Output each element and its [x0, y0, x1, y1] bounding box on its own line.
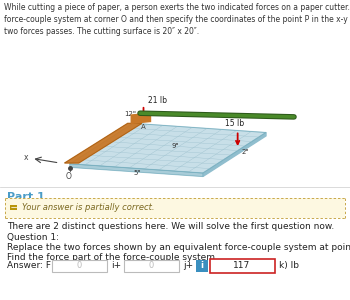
- Text: i: i: [201, 261, 203, 270]
- Text: A: A: [141, 124, 146, 130]
- Text: 117: 117: [233, 261, 251, 270]
- Text: Answer: F = (: Answer: F = (: [7, 261, 68, 270]
- Text: Part 1: Part 1: [7, 191, 45, 202]
- Text: 9": 9": [171, 143, 179, 149]
- Text: Your answer is partially correct.: Your answer is partially correct.: [22, 203, 154, 212]
- Text: While cutting a piece of paper, a person exerts the two indicated forces on a pa: While cutting a piece of paper, a person…: [4, 3, 350, 36]
- Text: There are 2 distinct questions here. We will solve the first question now.: There are 2 distinct questions here. We …: [7, 222, 334, 231]
- Text: 21 lb: 21 lb: [148, 95, 167, 104]
- Text: Question 1:: Question 1:: [7, 233, 59, 242]
- Polygon shape: [203, 133, 266, 176]
- Text: 2": 2": [242, 149, 249, 155]
- Text: O: O: [65, 172, 71, 182]
- Text: k) lb: k) lb: [279, 261, 299, 270]
- FancyBboxPatch shape: [52, 260, 107, 272]
- Text: 12": 12": [124, 111, 136, 117]
- FancyBboxPatch shape: [124, 260, 179, 272]
- FancyBboxPatch shape: [210, 259, 275, 273]
- FancyBboxPatch shape: [10, 205, 17, 210]
- Polygon shape: [70, 123, 266, 173]
- Text: 5": 5": [133, 170, 140, 176]
- Polygon shape: [131, 113, 150, 123]
- FancyBboxPatch shape: [196, 260, 208, 272]
- Text: —: —: [10, 205, 17, 210]
- Text: x: x: [24, 153, 28, 162]
- Text: j+: j+: [183, 261, 193, 270]
- Text: Replace the two forces shown by an equivalent force-couple system at point O.: Replace the two forces shown by an equiv…: [7, 243, 350, 252]
- Text: 15 lb: 15 lb: [225, 119, 245, 128]
- Text: 0: 0: [76, 261, 82, 270]
- Polygon shape: [70, 164, 203, 176]
- Text: i+: i+: [111, 261, 121, 270]
- Polygon shape: [65, 123, 142, 163]
- Text: Find the force part of the force-couple system.: Find the force part of the force-couple …: [7, 253, 218, 262]
- Text: 0: 0: [148, 261, 154, 270]
- FancyBboxPatch shape: [5, 198, 345, 218]
